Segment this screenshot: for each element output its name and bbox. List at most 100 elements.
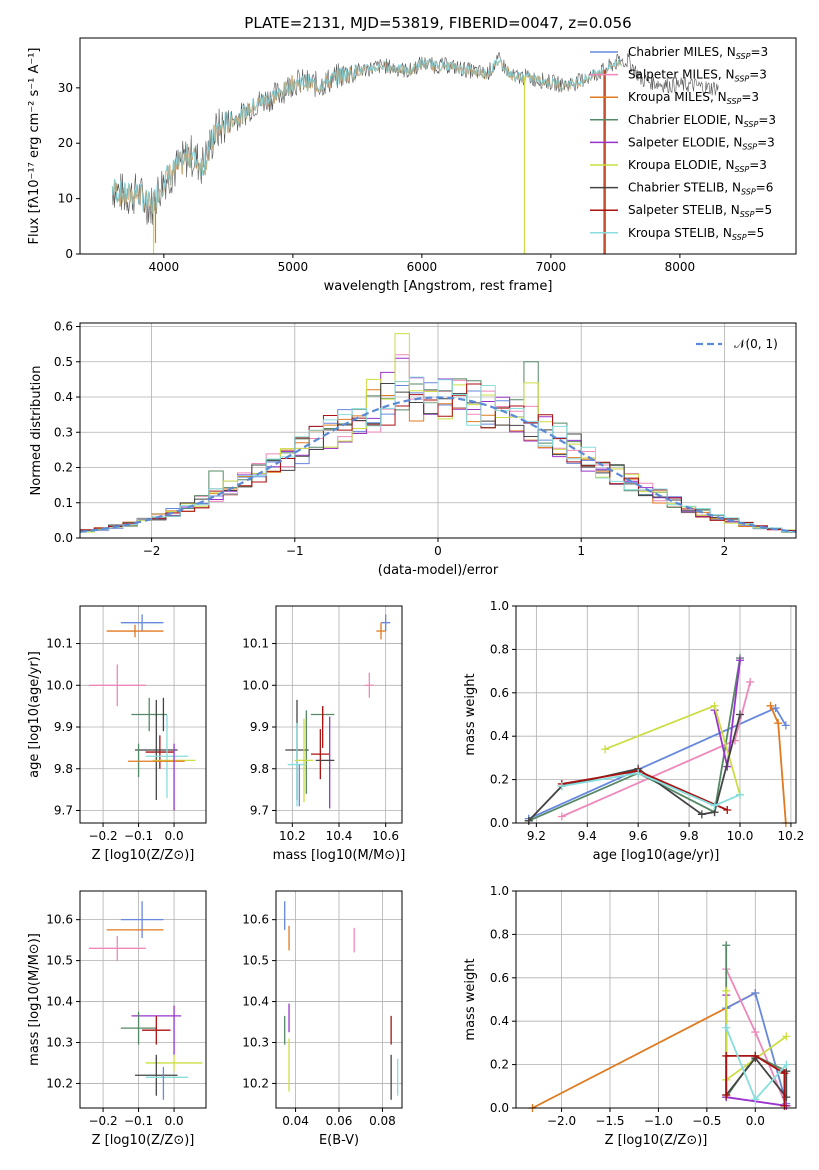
y-tick-label: 10 [58,192,73,206]
y-tick-label: 10.1 [242,637,269,651]
x-tick-label: 6000 [407,260,438,274]
data-point-marker [634,769,643,778]
x-tick-label: 9.4 [578,829,597,843]
y-axis-label: age [log10(age/yr)] [27,651,42,778]
y-axis-label: mass weight [463,958,478,1040]
legend-label: Chabrier ELODIE, NSSP=3 [628,113,776,129]
x-axis-label: E(B-V) [319,1133,359,1148]
data-point-marker [730,736,739,745]
legend-label-sub: SSP [742,142,757,151]
legend-label: Chabrier STELIB, NSSP=6 [628,181,773,197]
y-tick-label: 10.4 [242,995,269,1009]
x-tick-label: −2 [143,544,161,558]
x-axis-label: Z [log10(Z/Z⊙)] [92,1133,195,1148]
legend-label-main: Kroupa MILES, N [628,90,727,104]
y-axis-label: Flux [fλ10⁻¹⁷ erg cm⁻² s⁻¹ A⁻¹] [27,48,42,245]
y-axis-label: mass [log10(M/M⊙)] [27,933,42,1066]
x-axis-label: Z [log10(Z/Z⊙)] [92,848,195,863]
x-tick-label: 0.0 [746,1114,765,1128]
x-tick-label: −1.0 [644,1114,673,1128]
x-tick-label: 9.6 [629,829,648,843]
x-axis-label: age [log10(age/yr)] [593,848,720,863]
data-point-marker [601,745,610,754]
legend-label-sub: SSP [736,52,751,61]
axes-frame [515,605,797,824]
x-tick-label: 0.06 [326,1114,353,1128]
x-tick-label: 10.4 [326,829,353,843]
y-tick-label: 0.0 [490,1101,509,1115]
legend-label: Salpeter ELODIE, NSSP=3 [628,135,775,151]
x-tick-label: −2.0 [547,1114,576,1128]
legend-label-count: =3 [757,135,775,149]
y-axis-label: mass weight [463,673,478,755]
legend-label-main: Salpeter MILES, N [628,68,735,82]
age-vs-mass-panel: 10.2 10.4 10.6 9.7 9.8 9.9 10.0 10.1 mass [log10… [242,605,405,863]
x-tick-label: 0.08 [369,1114,396,1128]
axes-frame [79,322,797,539]
data-point-marker [722,986,731,995]
x-axis-label: (data-model)/error [378,563,499,578]
y-tick-label: 30 [58,81,73,95]
y-tick-label: 0.6 [54,320,73,334]
x-axis-label: wavelength [Angstrom, rest frame] [324,279,553,294]
x-tick-label: −0.2 [89,829,118,843]
y-tick-label: 0.1 [54,496,73,510]
legend-label: Kroupa MILES, NSSP=3 [628,90,759,106]
y-tick-label: 1.0 [490,884,509,898]
figure-title: PLATE=2131, MJD=53819, FIBERID=0047, z=0… [244,14,631,32]
legend-label-sub: SSP [741,188,756,197]
x-tick-label: 9.2 [527,829,546,843]
legend-label-count: =3 [750,45,768,59]
x-tick-label: 8000 [665,260,696,274]
x-tick-label: 7000 [536,260,567,274]
x-tick-label: 0.0 [165,829,184,843]
legend-label-sub: SSP [740,210,755,219]
legend-label-sub: SSP [732,233,747,242]
axes-frame [79,37,797,255]
x-tick-label: 4000 [149,260,180,274]
y-tick-label: 0.4 [490,729,509,743]
axes-frame [275,890,403,1109]
mass-weight-series-line [561,772,741,807]
legend-label-main: Kroupa STELIB, N [628,226,732,240]
legend-label-sub: SSP [735,75,750,84]
data-point-marker [746,677,755,686]
observed-spectrum-line [112,52,719,225]
y-tick-label: 20 [58,136,73,150]
spectrum-panel: 4000 5000 6000 7000 8000 0 10 20 30 wavelength [A… [27,37,797,294]
data-point-marker [557,782,566,791]
legend-label-main: Salpeter ELODIE, N [628,135,742,149]
x-tick-label: 1 [577,544,585,558]
y-tick-label: 10.2 [46,1076,73,1090]
x-tick-label: 10.0 [727,829,754,843]
x-tick-label: −0.1 [124,1114,153,1128]
legend-label-count: =5 [747,226,765,240]
data-point-marker [771,703,780,712]
y-tick-label: 0.6 [490,686,509,700]
mass-weight-series-line [725,1056,788,1100]
mass-weight-series-line [528,657,741,822]
axes-frame [515,890,797,1109]
data-point-marker [722,1090,731,1099]
x-tick-label: 0 [434,544,442,558]
data-point-marker [722,941,731,950]
residuals-panel: −2 −1 0 1 2 0.0 0.1 0.2 0.3 0.4 0.5 0.6 (data-model)… [29,320,797,578]
data-point-marker [723,805,732,814]
data-point-marker [697,810,706,819]
y-tick-label: 0.4 [490,1014,509,1028]
y-tick-label: 9.8 [250,762,269,776]
y-tick-label: 9.9 [54,720,73,734]
y-tick-label: 1.0 [490,599,509,613]
x-tick-label: 10.2 [279,829,306,843]
x-tick-label: 5000 [278,260,309,274]
y-tick-label: 0.5 [54,355,73,369]
x-tick-label: −1 [286,544,304,558]
mass-weight-vs-age-panel: 9.2 9.4 9.6 9.8 10.0 10.2 0.0 0.2 0.4 0.6 0.8 1.0 ag… [463,599,804,863]
histogram-step-series [80,383,796,531]
legend-label-sub: SSP [744,120,759,129]
y-tick-label: 9.8 [54,762,73,776]
x-tick-label: 10.2 [778,829,805,843]
axes-frame [79,890,207,1109]
y-tick-label: 10.5 [46,954,73,968]
